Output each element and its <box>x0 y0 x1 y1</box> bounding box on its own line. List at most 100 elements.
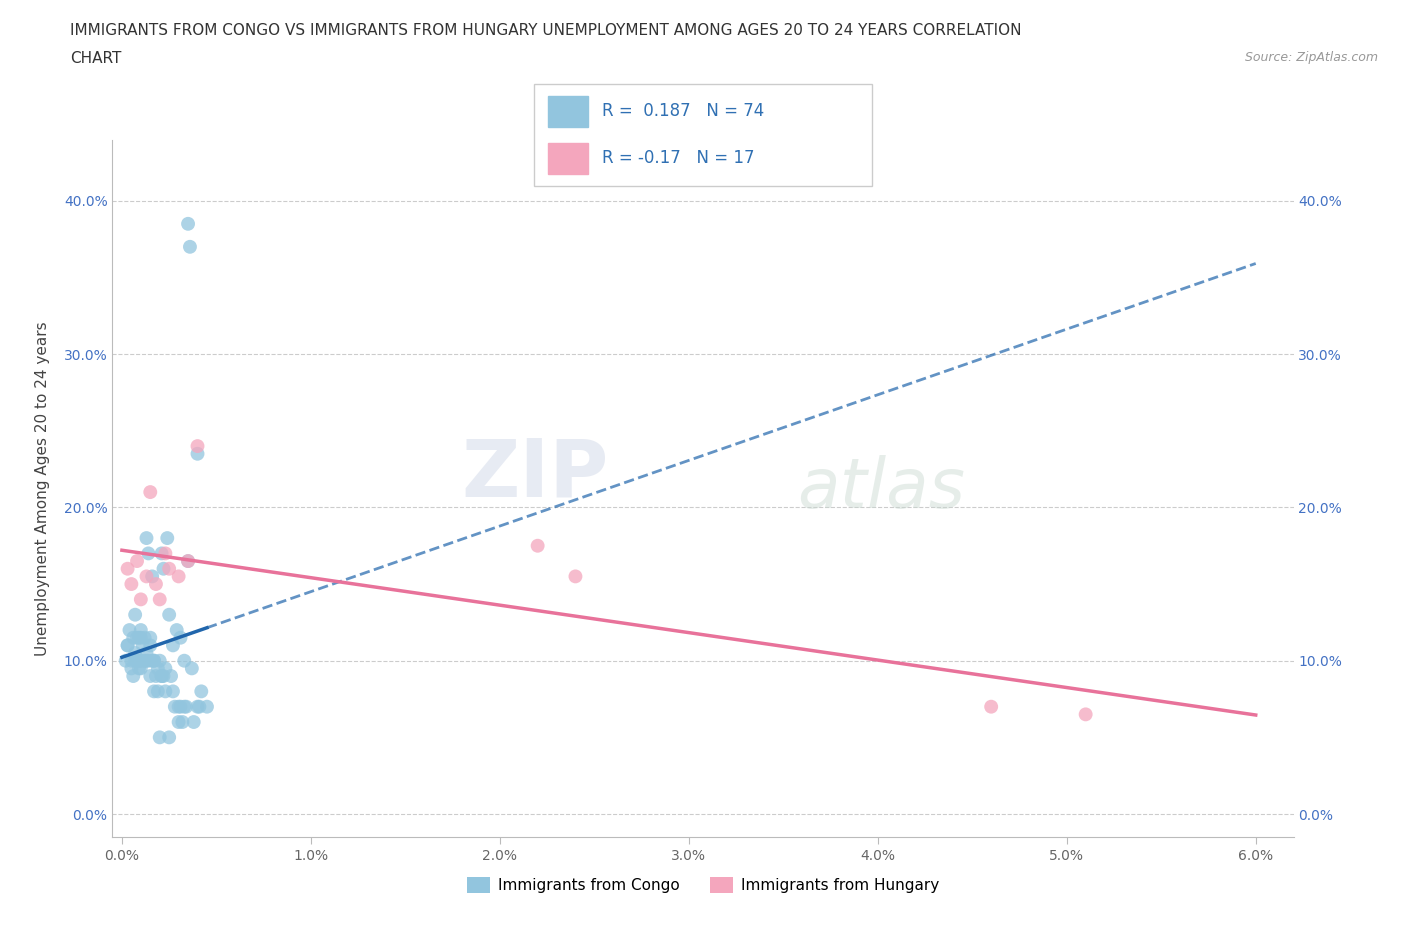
Point <box>169 631 191 645</box>
Point <box>166 622 188 637</box>
Point <box>186 439 208 454</box>
Point <box>125 553 148 568</box>
Point <box>135 645 157 660</box>
Point <box>124 645 146 660</box>
Point <box>146 661 169 676</box>
Point <box>125 631 148 645</box>
Point <box>138 546 160 561</box>
Point <box>143 653 166 668</box>
Text: R = -0.17   N = 17: R = -0.17 N = 17 <box>602 150 754 167</box>
Point <box>124 653 146 668</box>
Point <box>114 653 136 668</box>
Point <box>145 669 167 684</box>
Text: IMMIGRANTS FROM CONGO VS IMMIGRANTS FROM HUNGARY UNEMPLOYMENT AMONG AGES 20 TO 2: IMMIGRANTS FROM CONGO VS IMMIGRANTS FROM… <box>70 23 1022 38</box>
Point <box>190 684 212 698</box>
Y-axis label: Unemployment Among Ages 20 to 24 years: Unemployment Among Ages 20 to 24 years <box>35 321 49 656</box>
Point <box>160 669 183 684</box>
Point <box>122 631 145 645</box>
Point <box>163 699 186 714</box>
Point <box>149 592 172 607</box>
Point <box>155 684 177 698</box>
Point <box>149 730 172 745</box>
Point <box>156 531 179 546</box>
Point <box>138 653 160 668</box>
Point <box>152 669 174 684</box>
Point <box>155 661 177 676</box>
Point <box>129 631 152 645</box>
Point <box>157 730 180 745</box>
Point <box>188 699 211 714</box>
Point <box>129 592 152 607</box>
Point <box>139 638 162 653</box>
Point <box>149 653 172 668</box>
Text: atlas: atlas <box>797 455 966 522</box>
Point <box>129 653 152 668</box>
Point <box>167 714 190 729</box>
Point <box>132 638 155 653</box>
Point <box>120 577 142 591</box>
Point <box>135 531 157 546</box>
Point <box>195 699 218 714</box>
FancyBboxPatch shape <box>534 84 872 186</box>
Point <box>128 661 150 676</box>
Point <box>564 569 586 584</box>
Point <box>141 653 163 668</box>
Bar <box>548 143 588 174</box>
Point <box>150 669 173 684</box>
Bar <box>548 96 588 126</box>
Point <box>139 669 162 684</box>
Point <box>146 684 169 698</box>
Legend: Immigrants from Congo, Immigrants from Hungary: Immigrants from Congo, Immigrants from H… <box>461 870 945 899</box>
Text: Source: ZipAtlas.com: Source: ZipAtlas.com <box>1244 51 1378 64</box>
Point <box>134 653 156 668</box>
Point <box>128 631 150 645</box>
Point <box>177 217 200 232</box>
Point <box>179 239 201 254</box>
Point <box>135 653 157 668</box>
Point <box>150 546 173 561</box>
Point <box>167 569 190 584</box>
Point <box>129 622 152 637</box>
Point <box>143 653 166 668</box>
Point <box>186 446 208 461</box>
Point <box>980 699 1002 714</box>
Text: R =  0.187   N = 74: R = 0.187 N = 74 <box>602 102 763 120</box>
Point <box>1074 707 1097 722</box>
Point <box>135 569 157 584</box>
Point <box>117 562 139 577</box>
Point <box>162 638 184 653</box>
Point <box>173 653 195 668</box>
Point <box>180 661 202 676</box>
Point <box>139 631 162 645</box>
Point <box>139 485 162 499</box>
Point <box>152 562 174 577</box>
Text: ZIP: ZIP <box>461 435 609 513</box>
Point <box>117 638 139 653</box>
Point <box>145 577 167 591</box>
Point <box>141 569 163 584</box>
Point <box>177 553 200 568</box>
Point <box>118 622 141 637</box>
Point <box>157 562 180 577</box>
Point <box>173 699 195 714</box>
Point <box>157 607 180 622</box>
Point <box>117 638 139 653</box>
Point <box>120 653 142 668</box>
Point <box>526 538 548 553</box>
Point <box>167 699 190 714</box>
Point <box>125 653 148 668</box>
Point <box>129 661 152 676</box>
Point <box>172 714 194 729</box>
Point <box>162 684 184 698</box>
Point <box>174 699 197 714</box>
Point <box>124 607 146 622</box>
Point <box>128 653 150 668</box>
Point <box>120 661 142 676</box>
Point <box>143 684 166 698</box>
Point <box>177 553 200 568</box>
Point <box>186 699 208 714</box>
Text: CHART: CHART <box>70 51 122 66</box>
Point <box>134 631 156 645</box>
Point <box>150 669 173 684</box>
Point <box>183 714 205 729</box>
